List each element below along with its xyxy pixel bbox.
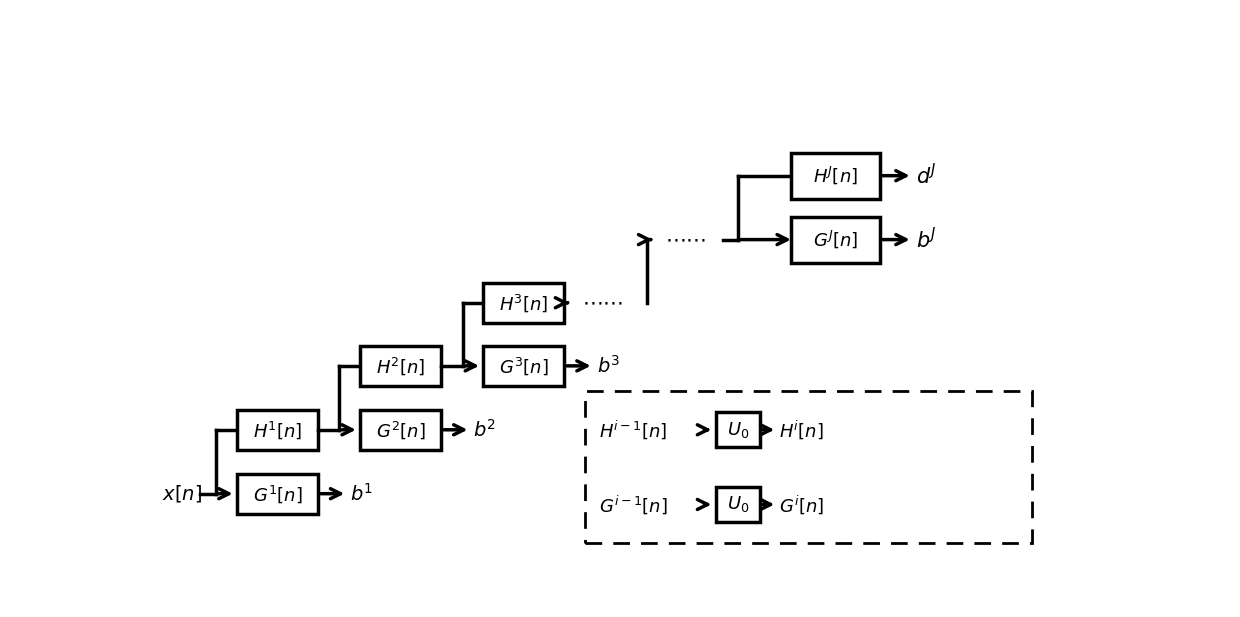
Text: $G^1[n]$: $G^1[n]$	[253, 483, 303, 505]
Text: $G^2[n]$: $G^2[n]$	[376, 419, 425, 441]
Bar	[791, 217, 880, 263]
Text: $\cdots\cdots$: $\cdots\cdots$	[666, 230, 707, 250]
Bar	[715, 487, 760, 522]
Text: $H^{i-1}[n]$: $H^{i-1}[n]$	[599, 418, 667, 441]
Bar	[484, 346, 564, 386]
Bar	[791, 152, 880, 199]
Bar	[237, 474, 317, 514]
Bar	[237, 410, 317, 450]
Text: $U_0$: $U_0$	[727, 420, 749, 440]
Bar	[361, 346, 441, 386]
Bar	[484, 283, 564, 323]
Text: $x[n]$: $x[n]$	[162, 483, 202, 504]
Text: $b^J$: $b^J$	[916, 227, 937, 252]
Text: $H^1[n]$: $H^1[n]$	[253, 419, 303, 441]
Text: $d^J$: $d^J$	[916, 163, 937, 188]
Text: $G^i[n]$: $G^i[n]$	[780, 493, 825, 516]
Text: $H^2[n]$: $H^2[n]$	[376, 355, 425, 377]
Text: $b^2$: $b^2$	[474, 419, 496, 441]
Text: $H^3[n]$: $H^3[n]$	[500, 292, 548, 313]
Bar	[585, 391, 1032, 543]
Text: $H^i[n]$: $H^i[n]$	[780, 418, 825, 441]
Text: $G^3[n]$: $G^3[n]$	[498, 355, 548, 377]
Text: $b^1$: $b^1$	[350, 482, 373, 505]
Bar	[715, 412, 760, 447]
Text: $\cdots\cdots$: $\cdots\cdots$	[582, 292, 624, 313]
Text: $G^J[n]$: $G^J[n]$	[813, 229, 858, 251]
Text: $b^3$: $b^3$	[596, 355, 620, 377]
Text: $G^{i-1}[n]$: $G^{i-1}[n]$	[599, 493, 668, 516]
Text: $H^J[n]$: $H^J[n]$	[813, 165, 858, 186]
Text: $U_0$: $U_0$	[727, 494, 749, 515]
Bar	[361, 410, 441, 450]
